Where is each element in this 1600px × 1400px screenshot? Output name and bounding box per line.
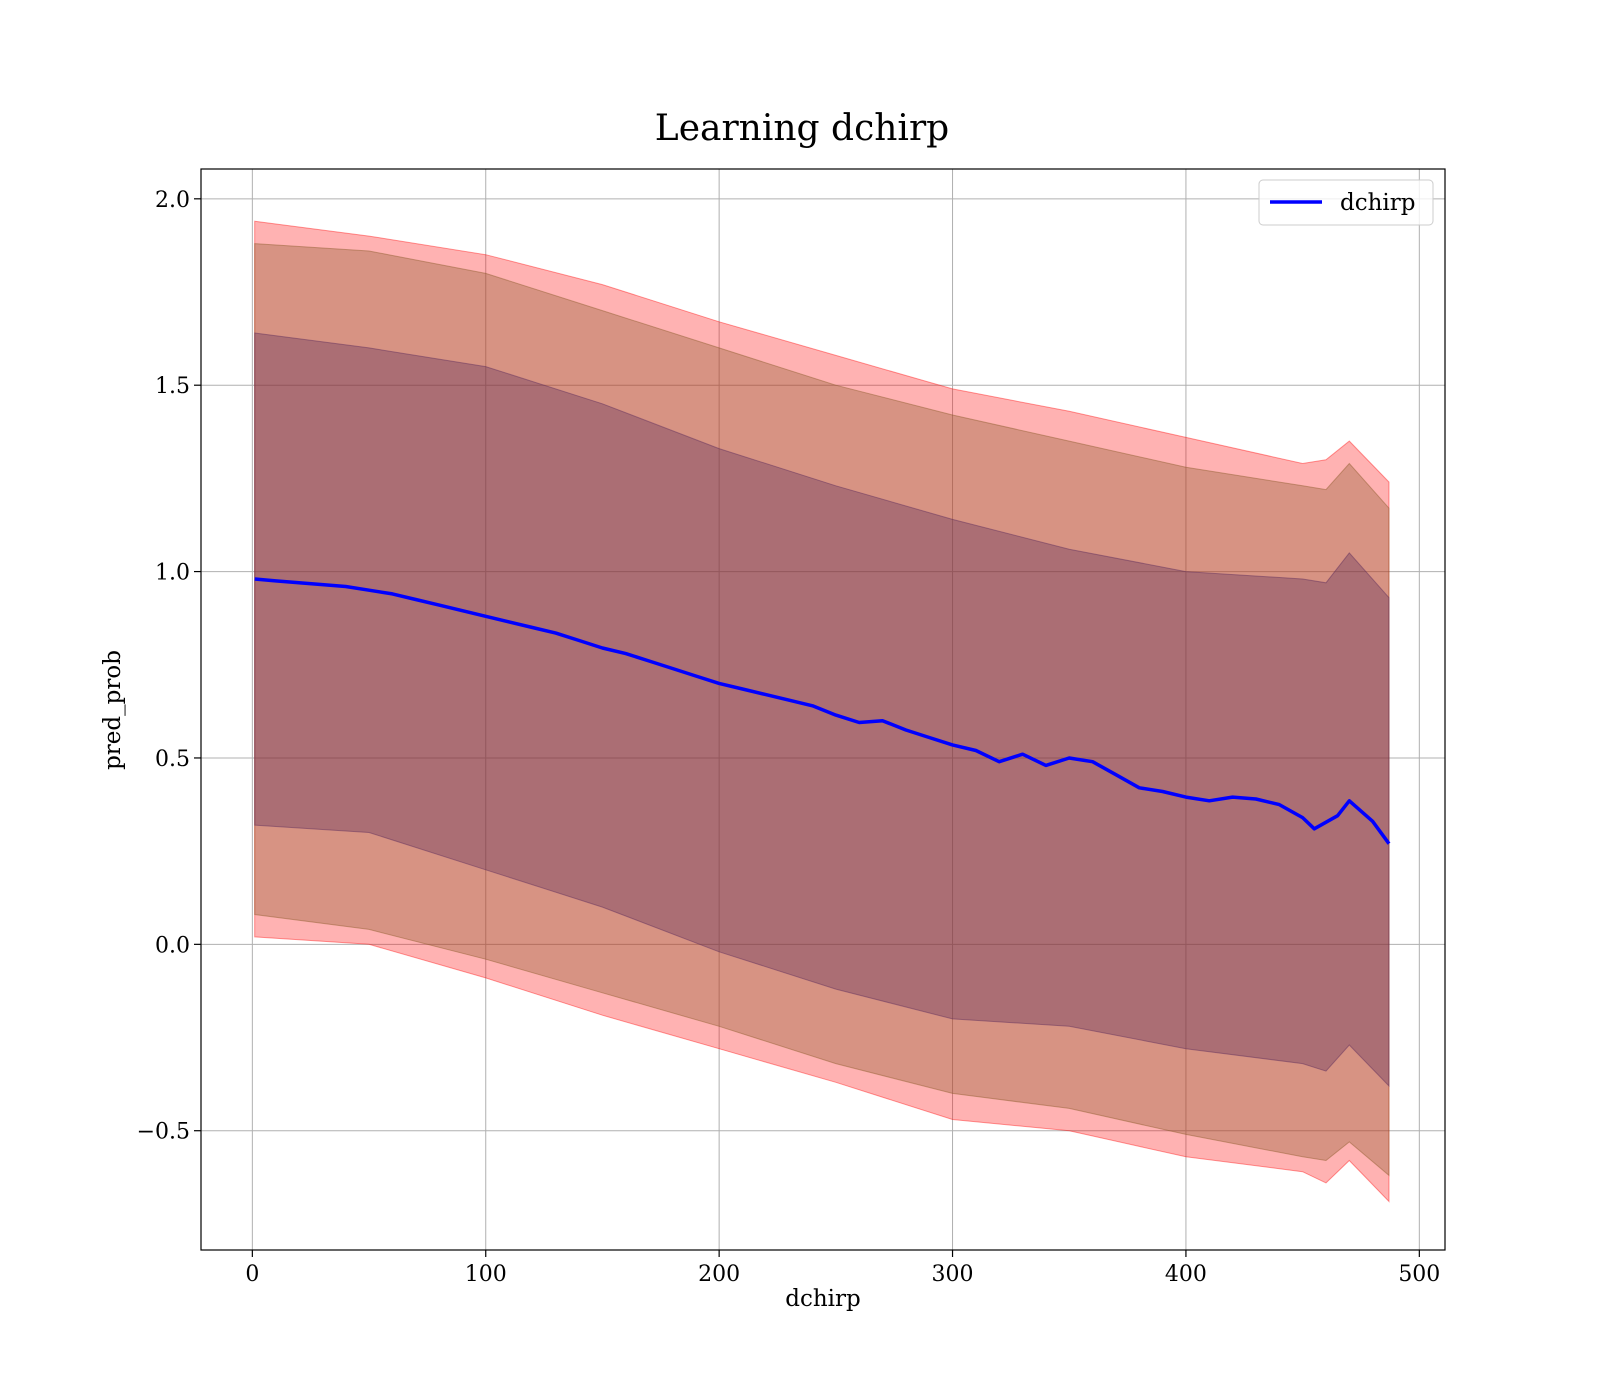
x-tick-label: 500 (1398, 1262, 1440, 1287)
y-tick-label: 2.0 (155, 188, 190, 213)
x-tick-label: 300 (932, 1262, 974, 1287)
series-lines (254, 577, 1391, 845)
plot-frame (200, 168, 1446, 1251)
legend: dchirp (1258, 179, 1434, 226)
axis-ticks: 0 100 200 300 400 500 −0.5 0.0 0.5 1.0 1.5 2.0 (137, 188, 1441, 1287)
legend-box (1258, 179, 1434, 226)
legend-label-dchirp: dchirp (1340, 190, 1416, 216)
y-tick-label: −0.5 (137, 1120, 190, 1145)
x-tick-label: 100 (465, 1262, 507, 1287)
grid (201, 169, 1445, 1250)
y-tick-label: 0.5 (155, 747, 190, 772)
x-tick-label: 0 (245, 1262, 259, 1287)
y-axis-label: pred_prob (100, 650, 126, 770)
y-tick-label: 0.0 (155, 933, 190, 958)
x-tick-label: 200 (698, 1262, 740, 1287)
y-tick-label: 1.5 (155, 374, 190, 399)
chart-title: Learning dchirp (655, 108, 949, 149)
x-axis-label: dchirp (785, 1286, 861, 1312)
x-tick-label: 400 (1165, 1262, 1207, 1287)
y-tick-label: 1.0 (155, 561, 190, 586)
series-line-dchirp (254, 577, 1391, 845)
